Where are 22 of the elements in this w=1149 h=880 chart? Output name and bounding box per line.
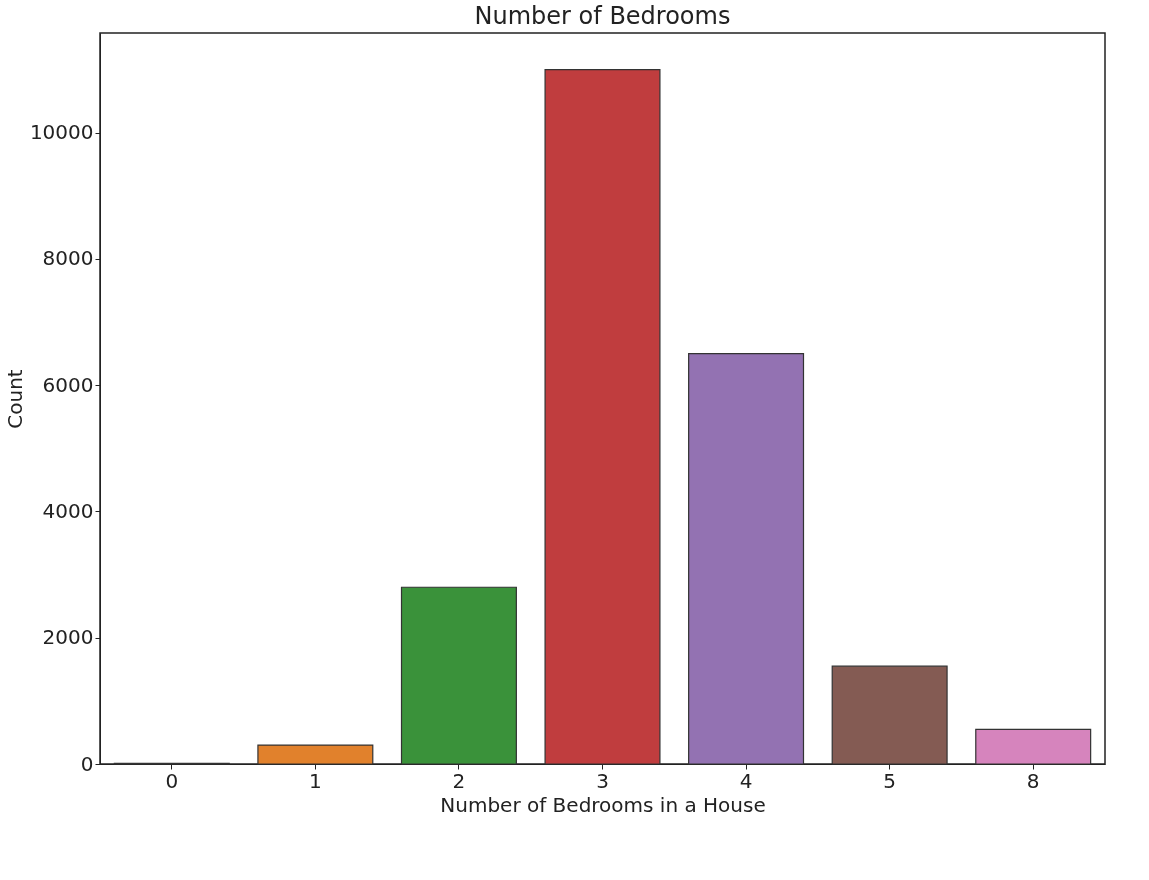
y-tick-label: 4000	[42, 499, 94, 523]
x-tick-label: 5	[883, 768, 897, 793]
bar	[688, 353, 805, 765]
bar	[831, 665, 948, 765]
y-axis-title: Count	[2, 369, 27, 429]
x-tick-label: 3	[596, 768, 609, 793]
x-axis-title: Number of Bedrooms in a House	[440, 792, 766, 817]
x-tick-label: 1	[308, 768, 322, 793]
bar	[975, 728, 1092, 765]
x-tick-label: 0	[165, 768, 179, 793]
x-tick-label: 4	[739, 768, 753, 793]
bar	[257, 744, 374, 765]
x-tick-label: 8	[1026, 768, 1040, 793]
y-tick-label: 6000	[42, 372, 94, 397]
bar	[544, 69, 661, 765]
y-tick-label: 2000	[42, 625, 94, 650]
x-tick-label: 2	[452, 768, 466, 793]
y-tick-label: 10000	[29, 120, 94, 145]
bar	[400, 586, 517, 765]
y-tick-label: 0	[80, 751, 94, 776]
y-tick-label: 8000	[42, 246, 94, 271]
chart-title: Number of Bedrooms	[474, 2, 731, 30]
